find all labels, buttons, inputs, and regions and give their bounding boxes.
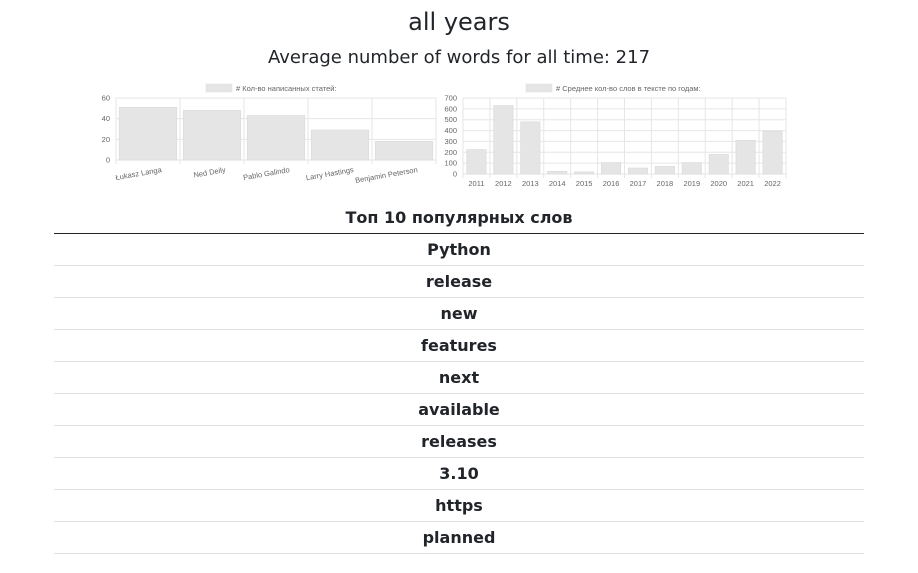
x-tick-label: 2015 bbox=[576, 179, 593, 188]
bar bbox=[681, 162, 702, 175]
x-tick-label: 2019 bbox=[683, 179, 700, 188]
word-cell: available bbox=[418, 400, 500, 419]
table-row: next bbox=[54, 361, 864, 393]
articles-per-author-chart: # Кол-во написанных статей: 0 20 40 60 Łukasz… bbox=[90, 80, 440, 195]
bar bbox=[547, 170, 568, 175]
y-tick-label: 500 bbox=[444, 115, 457, 124]
table-row: release bbox=[54, 265, 864, 297]
page-title: all years bbox=[408, 8, 510, 36]
word-cell: Python bbox=[427, 240, 491, 259]
word-cell: https bbox=[435, 496, 483, 515]
table-row: https bbox=[54, 489, 864, 521]
bar bbox=[762, 130, 783, 175]
y-tick-label: 700 bbox=[444, 94, 457, 103]
x-tick-label: 2018 bbox=[657, 179, 674, 188]
bar bbox=[493, 105, 514, 175]
x-tick-label: Pablo Galindo bbox=[242, 165, 290, 182]
x-tick-label: 2013 bbox=[522, 179, 539, 188]
table-row: new bbox=[54, 297, 864, 329]
word-cell: next bbox=[438, 368, 480, 387]
word-cell: 3.10 bbox=[439, 464, 479, 483]
word-cell: features bbox=[421, 336, 497, 355]
x-tick-label: Łukasz Langa bbox=[115, 165, 163, 182]
top-words-title: Топ 10 популярных слов bbox=[345, 208, 573, 227]
average-words-text: Average number of words for all time: 21… bbox=[267, 47, 651, 68]
x-tick-label: Ned Deily bbox=[193, 165, 227, 180]
bar bbox=[627, 167, 648, 175]
x-tick-label: 2014 bbox=[549, 179, 566, 188]
bar bbox=[735, 140, 756, 175]
x-tick-label: 2011 bbox=[468, 179, 484, 188]
word-cell: new bbox=[440, 304, 478, 323]
word-cell: planned bbox=[422, 528, 496, 547]
x-tick-label: 2022 bbox=[764, 179, 781, 188]
table-row: Python bbox=[54, 233, 864, 265]
articles-per-author-svg: # Кол-во написанных статей: 0 20 40 60 Łukasz… bbox=[102, 83, 437, 185]
table-row: 3.10 bbox=[54, 457, 864, 489]
x-tick-label: 2017 bbox=[630, 179, 647, 188]
x-tick-label: Benjamin Peterson bbox=[354, 165, 418, 185]
x-tick-label: 2020 bbox=[710, 179, 727, 188]
y-tick-label: 400 bbox=[444, 126, 457, 135]
avg-words-per-year-chart: # Среднее кол-во слов в тексте по годам:… bbox=[430, 80, 790, 195]
top-words-table: Python release new features next availab… bbox=[54, 233, 864, 554]
y-tick-label: 100 bbox=[444, 159, 457, 168]
x-tick-label: 2021 bbox=[737, 179, 754, 188]
x-tick-label: 2012 bbox=[495, 179, 512, 188]
legend-label: # Кол-во написанных статей: bbox=[236, 84, 337, 93]
table-row: planned bbox=[54, 521, 864, 554]
bar bbox=[574, 171, 595, 175]
y-tick-label: 20 bbox=[102, 135, 110, 144]
x-tick-label: 2016 bbox=[603, 179, 620, 188]
bar bbox=[118, 106, 178, 161]
word-cell: releases bbox=[421, 432, 497, 451]
bar bbox=[654, 166, 675, 175]
y-tick-label: 300 bbox=[444, 137, 457, 146]
bar bbox=[182, 110, 242, 161]
bar bbox=[374, 141, 434, 161]
avg-words-per-year-svg: # Среднее кол-во слов в тексте по годам:… bbox=[444, 83, 787, 188]
word-cell: release bbox=[425, 272, 493, 291]
bar bbox=[601, 162, 622, 175]
y-tick-label: 600 bbox=[444, 104, 457, 113]
y-tick-label: 40 bbox=[102, 114, 110, 123]
bar bbox=[246, 115, 306, 161]
legend-label: # Среднее кол-во слов в тексте по годам: bbox=[556, 84, 701, 93]
y-tick-label: 0 bbox=[106, 156, 110, 165]
table-row: available bbox=[54, 393, 864, 425]
bar bbox=[520, 121, 541, 175]
x-tick-label: Larry Hastings bbox=[305, 165, 354, 182]
y-tick-label: 60 bbox=[102, 94, 110, 103]
y-tick-label: 0 bbox=[453, 170, 457, 179]
bar bbox=[466, 149, 487, 175]
legend-swatch bbox=[205, 83, 233, 93]
bar bbox=[708, 154, 729, 175]
legend-swatch bbox=[525, 83, 553, 93]
table-row: releases bbox=[54, 425, 864, 457]
table-row: features bbox=[54, 329, 864, 361]
bar bbox=[310, 129, 370, 161]
y-tick-label: 200 bbox=[444, 148, 457, 157]
